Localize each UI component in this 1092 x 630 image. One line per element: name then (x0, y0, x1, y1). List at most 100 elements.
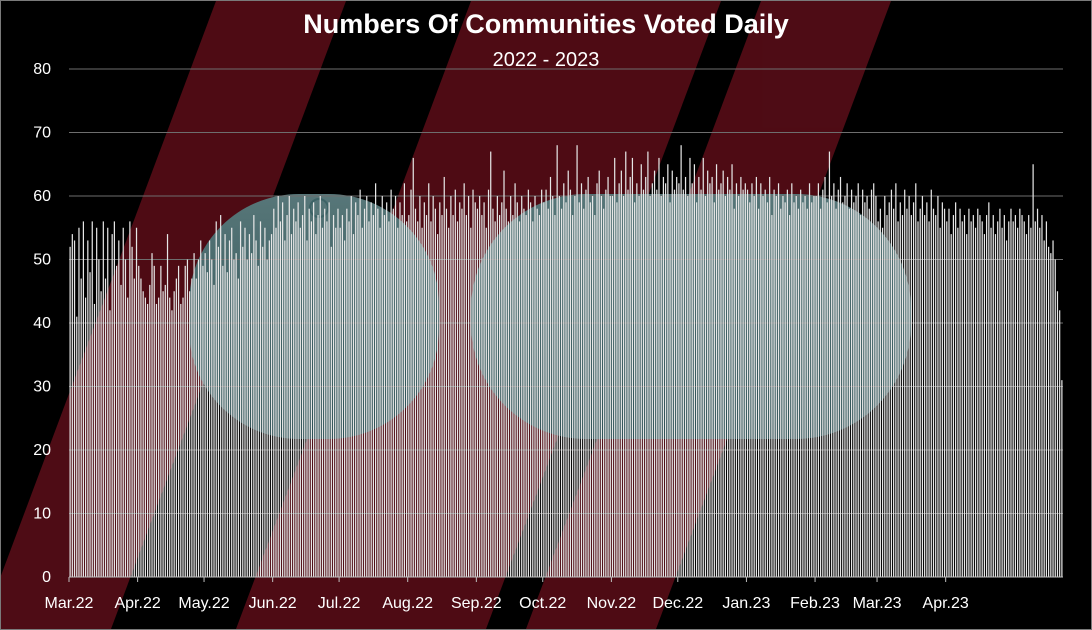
bar (144, 297, 146, 577)
bar (474, 202, 476, 577)
bar (636, 183, 638, 578)
bar (1036, 208, 1039, 577)
bar (370, 202, 372, 577)
bar (450, 196, 452, 577)
bar (757, 208, 760, 577)
bar (839, 176, 842, 577)
bar (625, 151, 627, 578)
chart-title: Numbers Of Communities Voted Daily (303, 9, 789, 39)
bar (390, 189, 392, 577)
bar (755, 176, 757, 577)
bar (171, 310, 173, 577)
bar (155, 303, 158, 577)
bar (352, 234, 355, 577)
bar (226, 272, 228, 577)
bar (762, 196, 764, 577)
bar (321, 227, 324, 577)
y-tick-label: 10 (33, 506, 51, 523)
bar (82, 221, 84, 577)
bar (233, 259, 235, 577)
bar (837, 189, 839, 577)
bar (680, 145, 682, 577)
bar (308, 208, 310, 577)
bar (430, 221, 432, 577)
bar (248, 234, 251, 577)
bar (78, 227, 80, 577)
bar (180, 303, 182, 577)
bar (549, 176, 552, 577)
bar (149, 284, 151, 577)
bar (968, 208, 970, 577)
bar (425, 215, 428, 578)
bar (120, 284, 122, 577)
bar (403, 183, 405, 578)
bar (202, 265, 204, 577)
bar (742, 189, 744, 577)
bar (724, 196, 727, 577)
bar (693, 164, 696, 577)
x-tick-label: Sep.22 (451, 595, 502, 612)
bar (211, 259, 213, 577)
bar (244, 227, 246, 577)
bar (718, 189, 720, 577)
x-tick-label: Mar.23 (853, 595, 902, 612)
bar (344, 240, 346, 577)
bar (151, 253, 153, 577)
bar (507, 221, 510, 577)
bar (722, 170, 724, 577)
bar (981, 221, 983, 577)
bar (844, 196, 846, 577)
bar (273, 208, 275, 577)
bar (220, 215, 222, 578)
bar (815, 196, 817, 577)
bar (463, 183, 465, 578)
bar (89, 272, 91, 577)
bar (890, 189, 893, 577)
bar (397, 227, 399, 577)
x-tick-label: Jul.22 (318, 595, 361, 612)
bar (381, 196, 383, 577)
bar (777, 183, 780, 578)
bar (585, 189, 587, 577)
bar (113, 221, 115, 577)
bar (963, 215, 966, 578)
bar (919, 208, 921, 577)
bar (279, 221, 282, 577)
bar (795, 196, 797, 577)
bar (456, 221, 459, 577)
bar (899, 202, 901, 577)
bar (71, 234, 73, 577)
bar (532, 221, 534, 577)
bar (915, 183, 917, 578)
bar (459, 202, 461, 577)
bar (304, 196, 306, 577)
bar (786, 189, 788, 577)
bar (293, 208, 295, 577)
bar (775, 196, 777, 577)
bar (817, 183, 819, 578)
bar (1048, 246, 1050, 578)
bar (419, 196, 421, 577)
bar (560, 208, 563, 577)
bar (691, 183, 693, 578)
bar (868, 208, 870, 577)
bar (793, 202, 795, 577)
bar (467, 196, 470, 577)
watermark-bubble-dot (309, 198, 329, 218)
bar (295, 221, 297, 577)
bar (1014, 215, 1017, 578)
bar (744, 183, 746, 578)
bar (259, 221, 262, 577)
bar (525, 215, 527, 578)
bar (1025, 234, 1028, 577)
bar (313, 202, 315, 577)
bar (547, 208, 549, 577)
bar (753, 196, 755, 577)
bar (574, 196, 576, 577)
bar (959, 208, 961, 577)
bar (994, 234, 997, 577)
x-tick-label: Feb.23 (790, 595, 840, 612)
bar (609, 196, 611, 577)
bar (485, 227, 487, 577)
bar (952, 215, 955, 578)
